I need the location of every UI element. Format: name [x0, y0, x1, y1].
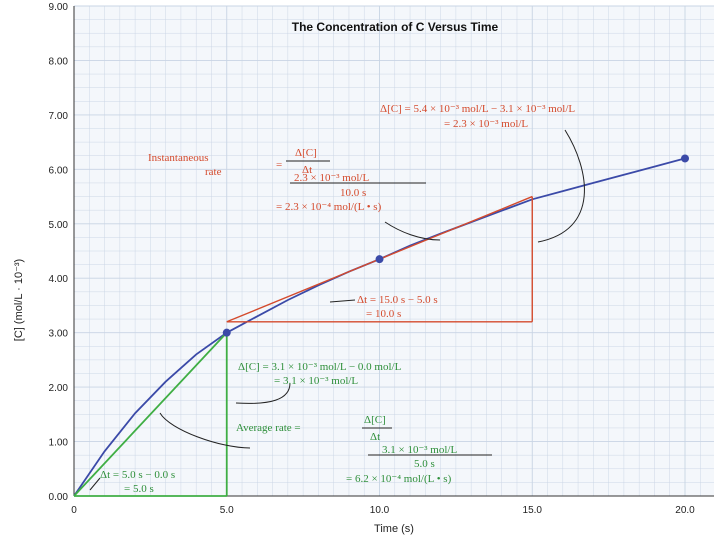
y-tick-label: 0.00 — [49, 492, 69, 503]
inst-equals: = — [276, 159, 282, 171]
inst-frac-denominator: Δt — [302, 164, 312, 176]
y-tick-label: 4.00 — [49, 274, 69, 285]
delta-c-top-line2: = 2.3 × 10⁻³ mol/L — [444, 118, 528, 130]
callout-arrow-dt-red — [329, 299, 356, 303]
x-tick-label: 20.0 — [675, 505, 695, 516]
avg-val-denominator: 5.0 s — [414, 458, 435, 470]
y-tick-label: 1.00 — [49, 438, 69, 449]
chart-marks — [73, 154, 689, 497]
y-tick-label: 8.00 — [49, 56, 69, 67]
x-tick-label: 10.0 — [370, 505, 390, 516]
avg-result: = 6.2 × 10⁻⁴ mol/(L • s) — [346, 473, 452, 485]
grid — [73, 5, 714, 497]
y-tick-label: 6.00 — [49, 165, 69, 176]
delta-c-green-line1: Δ[C] = 3.1 × 10⁻³ mol/L − 0.0 mol/L — [238, 361, 402, 373]
y-tick-label: 7.00 — [49, 111, 69, 122]
delta-t-red-line2: = 10.0 s — [366, 308, 401, 320]
y-tick-label: 5.00 — [49, 220, 69, 231]
y-axis-label: [C] (mol/L · 10⁻³) — [13, 259, 25, 341]
inst-label-line1: Instantaneous — [148, 152, 208, 164]
callout-arrow-dc-green — [235, 382, 291, 404]
delta-t-green-line2: = 5.0 s — [124, 483, 154, 495]
y-tick-label: 2.00 — [49, 383, 69, 394]
y-tick-label: 3.00 — [49, 329, 69, 340]
callout-arrow-dt-green — [89, 477, 101, 491]
tick-labels: 0.001.002.003.004.005.006.007.008.009.00… — [49, 2, 696, 516]
inst-result: = 2.3 × 10⁻⁴ mol/(L • s) — [276, 201, 382, 213]
callout-arrow-inst — [384, 221, 441, 241]
delta-c-top-line1: Δ[C] = 5.4 × 10⁻³ mol/L − 3.1 × 10⁻³ mol… — [380, 103, 575, 115]
data-point — [375, 255, 384, 264]
inst-val-numerator: 2.3 × 10⁻³ mol/L — [294, 172, 369, 184]
delta-c-green-line2: = 3.1 × 10⁻³ mol/L — [274, 375, 358, 387]
data-point — [222, 328, 231, 337]
inst-val-denominator: 10.0 s — [340, 187, 366, 199]
x-tick-label: 5.0 — [220, 505, 234, 516]
callout-arrow-top — [537, 129, 585, 243]
inst-label-line2: rate — [205, 166, 222, 178]
secant-line — [73, 332, 228, 497]
x-tick-label: 15.0 — [523, 505, 543, 516]
avg-rate-label: Average rate = — [236, 422, 301, 434]
x-tick-label: 0 — [71, 505, 77, 516]
x-axis-label: Time (s) — [374, 523, 414, 535]
avg-val-numerator: 3.1 × 10⁻³ mol/L — [382, 444, 457, 456]
avg-frac-denominator: Δt — [370, 431, 380, 443]
annotation-connectors — [89, 129, 585, 491]
callout-arrow-avg — [159, 412, 251, 449]
data-point — [681, 154, 689, 163]
delta-t-green-line1: Δt = 5.0 s − 0.0 s — [100, 469, 175, 481]
delta-t-red-line1: Δt = 15.0 s − 5.0 s — [357, 294, 438, 306]
inst-frac-numerator: Δ[C] — [295, 147, 317, 159]
y-tick-label: 9.00 — [49, 2, 69, 13]
chart-title: The Concentration of C Versus Time — [292, 20, 499, 34]
avg-frac-numerator: Δ[C] — [364, 414, 386, 426]
